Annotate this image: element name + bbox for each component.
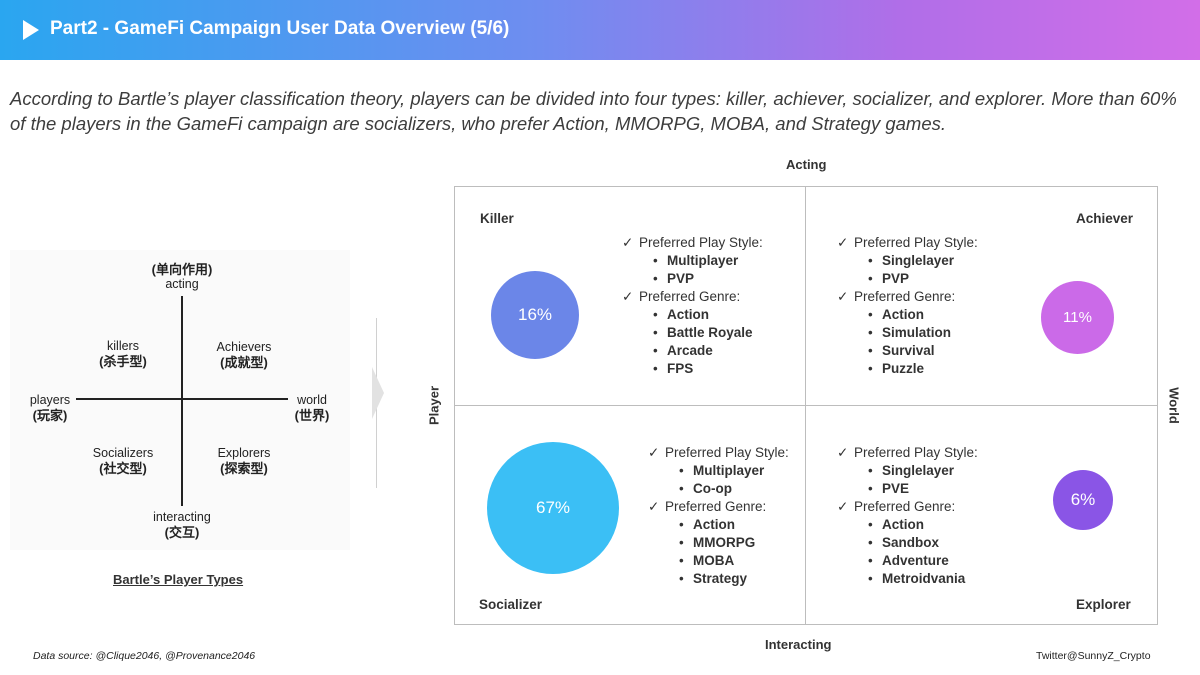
list-item: PVE	[837, 480, 978, 498]
axis-label-world: World	[1166, 387, 1182, 424]
list-item: Battle Royale	[622, 324, 763, 342]
bartle-left-label: players (玩家)	[29, 393, 71, 423]
quadrant-frame	[454, 186, 1158, 625]
list-item: Metroidvania	[837, 570, 978, 588]
list-item: Action	[648, 516, 789, 534]
check-icon: ✓	[837, 445, 849, 460]
explorer-preferences: ✓Preferred Play Style: Singlelayer PVE ✓…	[837, 444, 978, 588]
achiever-preferences: ✓Preferred Play Style: Singlelayer PVP ✓…	[837, 234, 978, 378]
check-icon: ✓	[837, 289, 849, 304]
header-bar: Part2 - GameFi Campaign User Data Overvi…	[0, 0, 1200, 60]
explorer-percent-bubble: 6%	[1053, 470, 1113, 530]
check-icon: ✓	[837, 499, 849, 514]
killer-percent-bubble: 16%	[491, 271, 579, 359]
list-item: Action	[837, 306, 978, 324]
list-item: Action	[622, 306, 763, 324]
bartle-bottom-label: interacting (交互)	[153, 510, 211, 540]
bartle-caption: Bartle’s Player Types	[113, 572, 244, 587]
list-item: Sandbox	[837, 534, 978, 552]
list-item: Multiplayer	[648, 462, 789, 480]
killer-preferences: ✓Preferred Play Style: Multiplayer PVP ✓…	[622, 234, 763, 378]
socializer-percent-bubble: 67%	[487, 442, 619, 574]
axis-label-player: Player	[426, 385, 442, 426]
quadrant-killer-title: Killer	[480, 211, 514, 226]
bartle-diagram-background	[10, 250, 350, 550]
bartle-achievers-label: Achievers (成就型)	[216, 340, 272, 370]
quadrant-socializer-title: Socializer	[479, 597, 543, 612]
list-item: Co-op	[648, 480, 789, 498]
check-icon: ✓	[837, 235, 849, 250]
bartle-vertical-axis	[181, 296, 183, 506]
list-item: Simulation	[837, 324, 978, 342]
page-title: Part2 - GameFi Campaign User Data Overvi…	[50, 18, 510, 39]
list-item: MMORPG	[648, 534, 789, 552]
quadrant-explorer-title: Explorer	[1076, 597, 1131, 612]
bartle-socializers-label: Socializers (社交型)	[92, 446, 154, 476]
author-credit: Twitter@SunnyZ_Crypto	[1036, 650, 1151, 662]
list-item: PVP	[622, 270, 763, 288]
list-item: Arcade	[622, 342, 763, 360]
bartle-horizontal-axis	[76, 398, 288, 400]
check-icon: ✓	[648, 499, 660, 514]
data-source-note: Data source: @Clique2046, @Provenance204…	[33, 650, 256, 662]
intro-text: According to Bartle’s player classificat…	[10, 88, 1177, 134]
list-item: Puzzle	[837, 360, 978, 378]
list-item: Multiplayer	[622, 252, 763, 270]
socializer-preferences: ✓Preferred Play Style: Multiplayer Co-op…	[648, 444, 789, 588]
quadrant-achiever-title: Achiever	[1076, 211, 1134, 226]
list-item: Survival	[837, 342, 978, 360]
quadrant-horizontal-divider	[455, 405, 1157, 406]
axis-label-interacting: Interacting	[765, 637, 832, 652]
list-item: Adventure	[837, 552, 978, 570]
achiever-percent-bubble: 11%	[1041, 281, 1114, 354]
list-item: FPS	[622, 360, 763, 378]
bartle-killers-label: killers (杀手型)	[99, 339, 147, 369]
list-item: Strategy	[648, 570, 789, 588]
play-arrow-icon	[23, 20, 39, 40]
check-icon: ✓	[622, 289, 634, 304]
axis-label-acting: Acting	[786, 157, 827, 172]
bartle-right-label: world (世界)	[294, 393, 330, 423]
list-item: Singlelayer	[837, 462, 978, 480]
check-icon: ✓	[648, 445, 660, 460]
list-item: Singlelayer	[837, 252, 978, 270]
list-item: Action	[837, 516, 978, 534]
bartle-top-label: (单向作用) acting	[151, 262, 213, 291]
check-icon: ✓	[622, 235, 634, 250]
right-arrow-icon	[372, 367, 384, 419]
list-item: PVP	[837, 270, 978, 288]
bartle-explorers-label: Explorers (探索型)	[217, 446, 271, 476]
list-item: MOBA	[648, 552, 789, 570]
